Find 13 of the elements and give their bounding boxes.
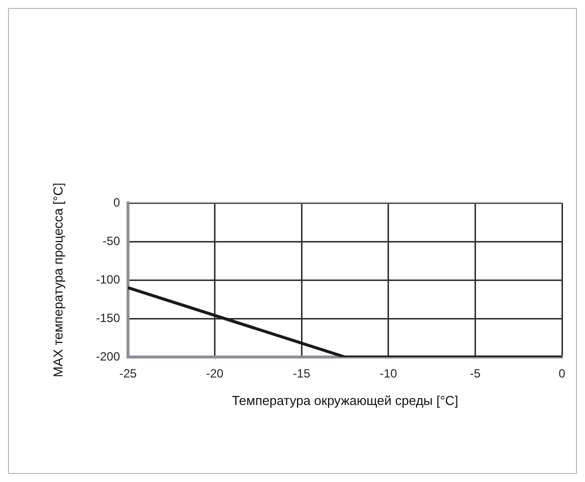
x-tick-label: -5 bbox=[470, 366, 481, 381]
x-tick-label: 0 bbox=[558, 366, 566, 381]
x-tick-label: -25 bbox=[119, 366, 137, 381]
x-tick-label: -10 bbox=[380, 366, 398, 381]
x-axis-title: Температура окружающей среды [°C] bbox=[232, 392, 458, 408]
y-tick-label: 0 bbox=[113, 195, 120, 210]
y-tick-label: -50 bbox=[102, 234, 120, 248]
x-tick-label: -15 bbox=[292, 366, 311, 381]
y-axis-title: MAX температура процесса [°C] bbox=[50, 182, 66, 378]
x-tick-label: -20 bbox=[206, 366, 224, 381]
y-tick-label: -100 bbox=[96, 272, 120, 286]
y-tick-label: -150 bbox=[96, 310, 120, 325]
y-tick-label: -200 bbox=[96, 349, 120, 364]
